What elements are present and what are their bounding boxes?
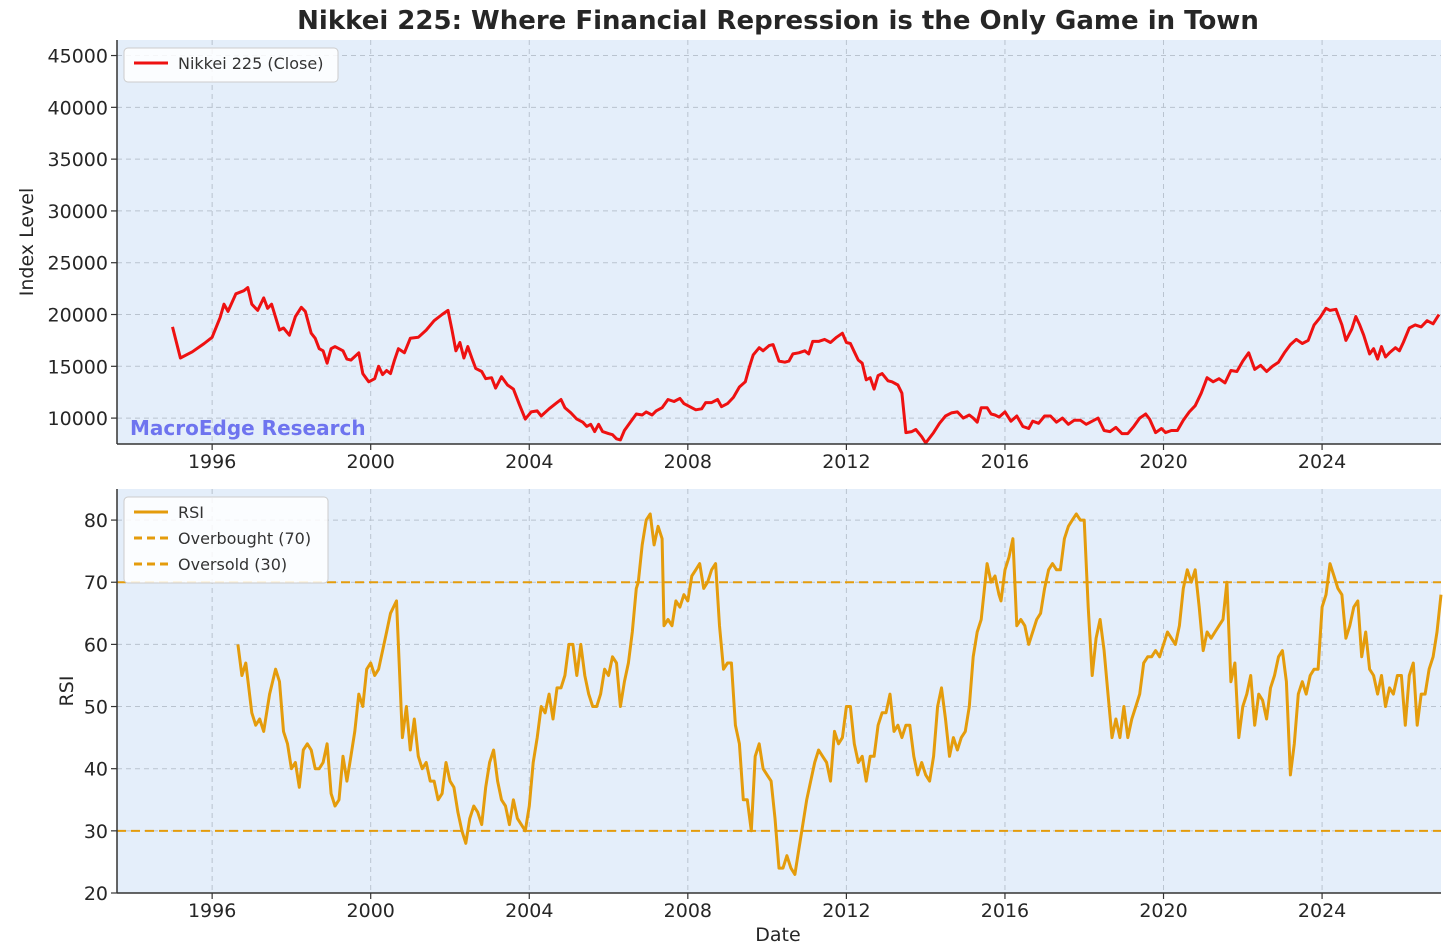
rsi-legend-label: RSI — [178, 503, 204, 522]
price-legend-label: Nikkei 225 (Close) — [178, 54, 323, 73]
rsi-x-tick-label: 2012 — [822, 900, 870, 922]
watermark-text: MacroEdge Research — [130, 416, 366, 440]
price-x-tick-label: 2000 — [347, 451, 395, 473]
price-series-line — [171, 286, 1441, 445]
price-x-tick-label: 2008 — [664, 451, 712, 473]
price-x-tick-label: 2012 — [822, 451, 870, 473]
rsi-legend-box — [123, 496, 329, 584]
rsi-legend: RSI Overbought (70) Oversold (30) — [123, 496, 329, 584]
price-y-tick-label: 10000 — [48, 408, 108, 430]
rsi-x-tick-label: 2016 — [981, 900, 1029, 922]
price-y-tick-label: 40000 — [48, 97, 108, 119]
chart-title: Nikkei 225: Where Financial Repression i… — [297, 6, 1259, 36]
rsi-x-tick-label: 2004 — [505, 900, 553, 922]
rsi-x-tick-label: 2008 — [664, 900, 712, 922]
price-x-tick-label: 2024 — [1298, 451, 1346, 473]
price-x-tick-label: 2004 — [505, 451, 553, 473]
rsi-y-tick-label: 20 — [84, 883, 108, 905]
price-y-tick-label: 20000 — [48, 305, 108, 327]
price-y-tick-label: 15000 — [48, 356, 108, 378]
price-panel: 1996 2000 2004 2008 2012 2016 2020 2024 10000 150… — [48, 40, 1441, 473]
price-legend: Nikkei 225 (Close) — [123, 47, 339, 83]
rsi-x-tick-label: 2020 — [1139, 900, 1187, 922]
rsi-y-tick-label: 70 — [84, 572, 108, 594]
rsi-y-tick-label: 50 — [84, 697, 108, 719]
rsi-y-tick-label: 40 — [84, 759, 108, 781]
price-y-tick-label: 30000 — [48, 201, 108, 223]
rsi-legend-label: Overbought (70) — [178, 529, 311, 548]
rsi-x-tick-label: 2024 — [1298, 900, 1346, 922]
price-y-axis-label: Index Level — [16, 188, 38, 297]
price-x-tick-label: 2016 — [981, 451, 1029, 473]
rsi-y-tick-label: 60 — [84, 634, 108, 656]
rsi-y-tick-label: 30 — [84, 821, 108, 843]
rsi-y-axis-label: RSI — [56, 676, 78, 707]
rsi-y-tick-label: 80 — [84, 510, 108, 532]
rsi-panel: 1996 2000 2004 2008 2012 2016 2020 2024 20 30 40 50… — [84, 489, 1443, 922]
rsi-x-tick-label: 1996 — [188, 900, 236, 922]
rsi-x-axis-label: Date — [755, 924, 800, 946]
rsi-series-line — [236, 512, 1443, 876]
price-x-tick-label: 1996 — [188, 451, 236, 473]
price-x-tick-label: 2020 — [1139, 451, 1187, 473]
price-legend-box — [123, 47, 339, 83]
price-y-tick-label: 25000 — [48, 253, 108, 275]
price-plot-area — [117, 40, 1441, 444]
rsi-x-tick-label: 2000 — [347, 900, 395, 922]
rsi-plot-area — [117, 489, 1441, 893]
rsi-legend-label: Oversold (30) — [178, 555, 287, 574]
price-y-tick-label: 45000 — [48, 46, 108, 68]
price-y-tick-label: 35000 — [48, 149, 108, 171]
